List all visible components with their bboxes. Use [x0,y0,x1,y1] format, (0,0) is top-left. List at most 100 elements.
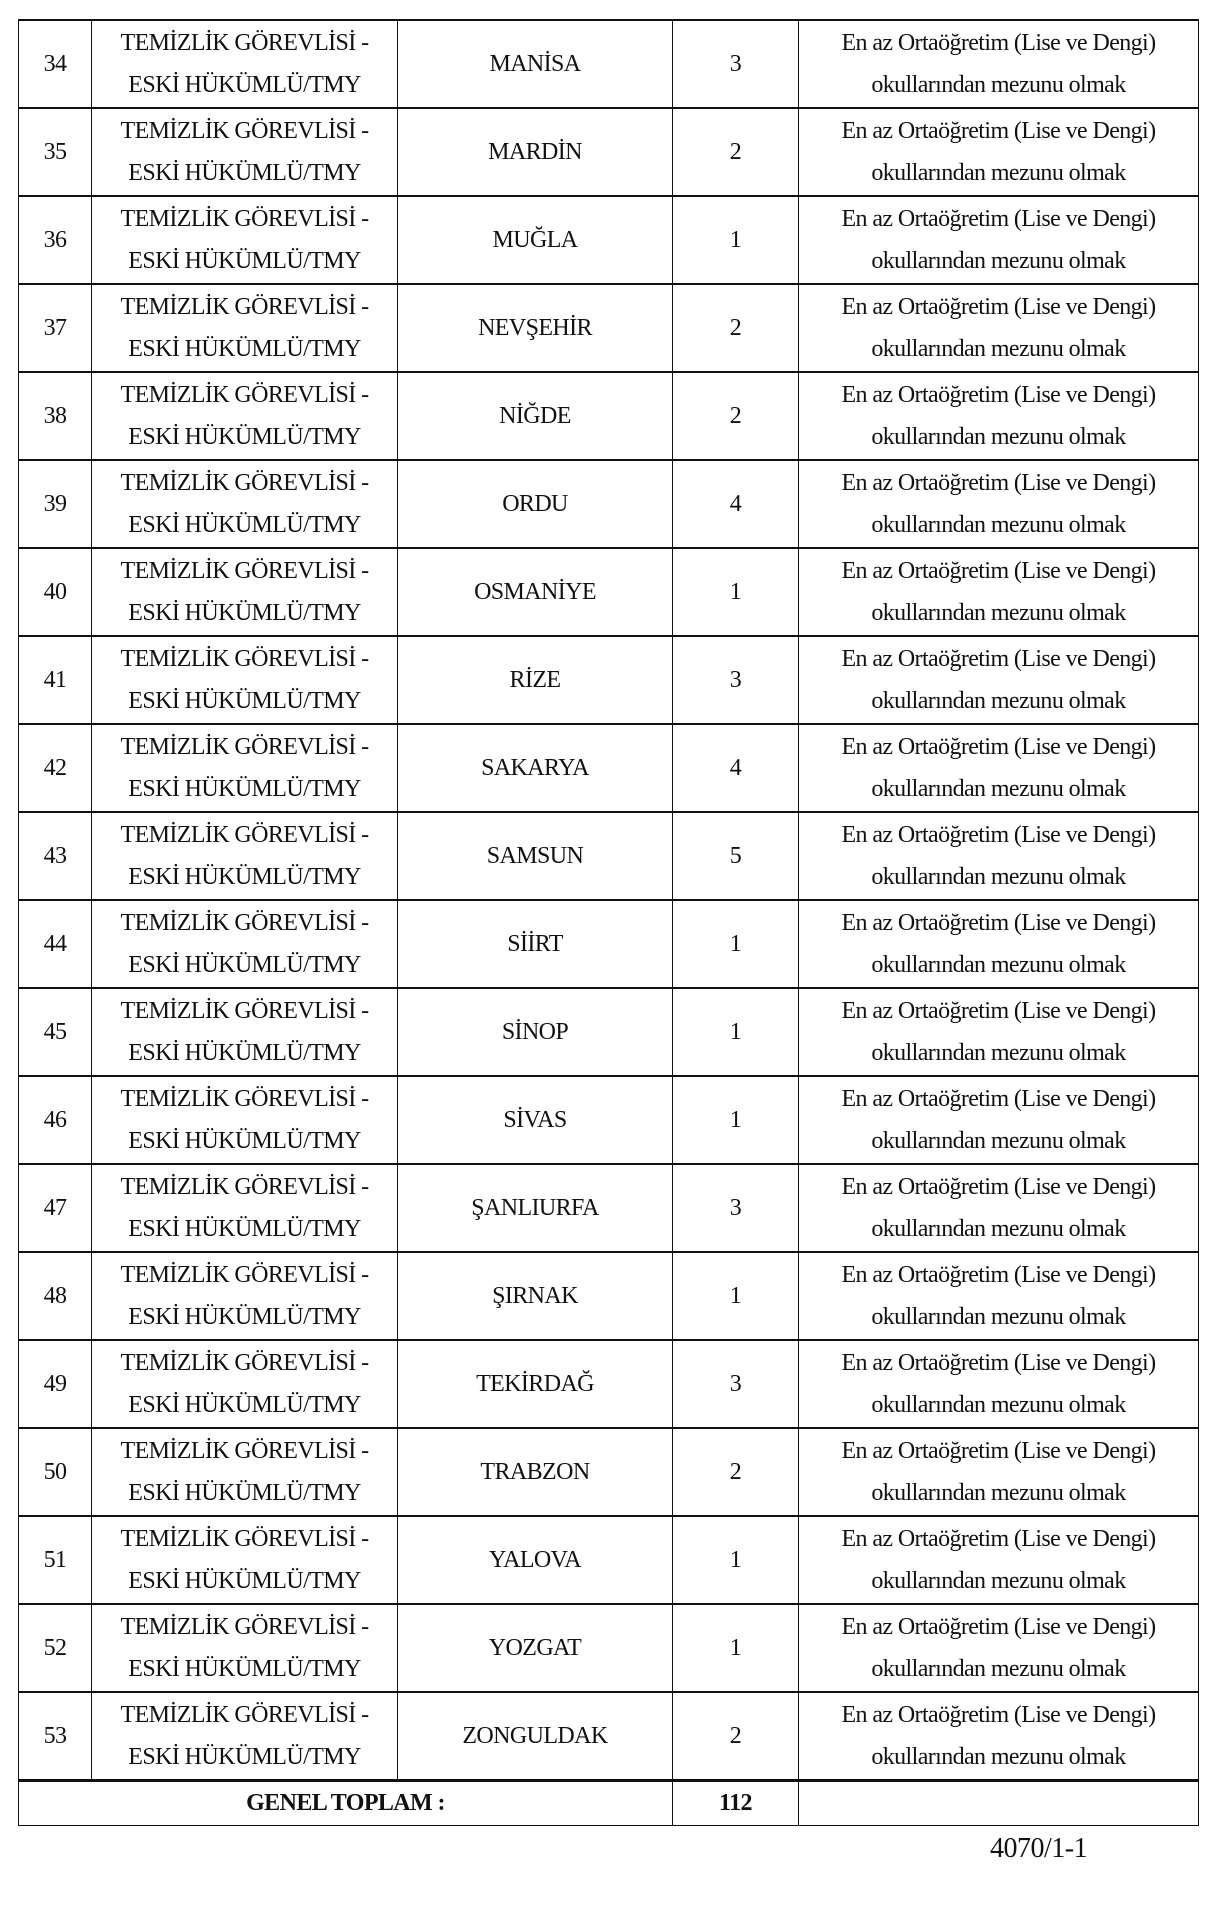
position-title: TEMİZLİK GÖREVLİSİ - ESKİ HÜKÜMLÜ/TMY [91,1427,398,1517]
page-number: 4070/1-1 [990,1833,1088,1864]
count-line: 1 [729,1635,742,1661]
total-label: GENEL TOPLAM : [18,1780,673,1826]
position-title-line: TEMİZLİK GÖREVLİSİ - [120,1438,370,1464]
row-number: 52 [18,1603,92,1693]
row-number-line: 49 [43,1371,67,1397]
count: 5 [672,811,799,901]
table-row: 47 TEMİZLİK GÖREVLİSİ - ESKİ HÜKÜMLÜ/TMY ŞA… [18,1163,1199,1253]
province: SİİRT [397,899,673,989]
count: 2 [672,1427,799,1517]
row-number-line: 52 [43,1635,67,1661]
table-row: 45 TEMİZLİK GÖREVLİSİ - ESKİ HÜKÜMLÜ/TMY Sİ… [18,987,1199,1077]
position-title-line: TEMİZLİK GÖREVLİSİ - [120,118,370,144]
requirement-line: En az Ortaöğretim (Lise ve Dengi) [841,1350,1156,1376]
position-title-line: ESKİ HÜKÜMLÜ/TMY [128,776,361,802]
position-title-line: ESKİ HÜKÜMLÜ/TMY [128,1656,361,1682]
position-title-line: TEMİZLİK GÖREVLİSİ - [120,558,370,584]
requirement-line: En az Ortaöğretim (Lise ve Dengi) [841,470,1156,496]
row-number: 38 [18,371,92,461]
requirement-line: okullarından mezunu olmak [871,1304,1126,1330]
province: ŞIRNAK [397,1251,673,1341]
requirement-line: okullarından mezunu olmak [871,1040,1126,1066]
requirement-line: En az Ortaöğretim (Lise ve Dengi) [841,1438,1156,1464]
row-number-line: 38 [43,403,67,429]
row-number-line: 46 [43,1107,67,1133]
requirement-line: En az Ortaöğretim (Lise ve Dengi) [841,1526,1156,1552]
province: MARDİN [397,107,673,197]
row-number-line: 41 [43,667,67,693]
table-row: 50 TEMİZLİK GÖREVLİSİ - ESKİ HÜKÜMLÜ/TMY TR… [18,1427,1199,1517]
row-number-line: 51 [43,1547,67,1573]
position-title-line: ESKİ HÜKÜMLÜ/TMY [128,952,361,978]
row-number: 46 [18,1075,92,1165]
position-title-line: TEMİZLİK GÖREVLİSİ - [120,1526,370,1552]
position-title-line: ESKİ HÜKÜMLÜ/TMY [128,1040,361,1066]
row-number-line: 43 [43,843,67,869]
row-number: 42 [18,723,92,813]
requirement: En az Ortaöğretim (Lise ve Dengi) okullar… [798,1691,1199,1781]
requirement-line: En az Ortaöğretim (Lise ve Dengi) [841,1174,1156,1200]
row-number-line: 37 [43,315,67,341]
row-number: 48 [18,1251,92,1341]
position-title-line: ESKİ HÜKÜMLÜ/TMY [128,160,361,186]
requirement: En az Ortaöğretim (Lise ve Dengi) okullar… [798,1075,1199,1165]
province-line: SİİRT [507,931,563,957]
province-line: TEKİRDAĞ [476,1371,594,1397]
province: ŞANLIURFA [397,1163,673,1253]
requirement-line: okullarından mezunu olmak [871,336,1126,362]
requirement: En az Ortaöğretim (Lise ve Dengi) okullar… [798,1339,1199,1429]
table-row: 34 TEMİZLİK GÖREVLİSİ - ESKİ HÜKÜMLÜ/TMY MA… [18,19,1199,109]
table-row: 48 TEMİZLİK GÖREVLİSİ - ESKİ HÜKÜMLÜ/TMY ŞI… [18,1251,1199,1341]
requirement-line: okullarından mezunu olmak [871,1656,1126,1682]
province: NİĞDE [397,371,673,461]
count: 4 [672,459,799,549]
count: 1 [672,1251,799,1341]
position-title-line: ESKİ HÜKÜMLÜ/TMY [128,1128,361,1154]
requirement: En az Ortaöğretim (Lise ve Dengi) okullar… [798,1603,1199,1693]
count: 1 [672,1515,799,1605]
position-title: TEMİZLİK GÖREVLİSİ - ESKİ HÜKÜMLÜ/TMY [91,1163,398,1253]
count: 4 [672,723,799,813]
position-title-line: ESKİ HÜKÜMLÜ/TMY [128,1568,361,1594]
row-number: 43 [18,811,92,901]
position-title-line: TEMİZLİK GÖREVLİSİ - [120,1350,370,1376]
province: SİVAS [397,1075,673,1165]
province-line: SAMSUN [486,843,584,869]
requirement-line: En az Ortaöğretim (Lise ve Dengi) [841,1702,1156,1728]
count: 1 [672,195,799,285]
count-line: 5 [729,843,742,869]
position-title-line: ESKİ HÜKÜMLÜ/TMY [128,1216,361,1242]
count-line: 1 [729,1283,742,1309]
requirement-line: En az Ortaöğretim (Lise ve Dengi) [841,646,1156,672]
position-title: TEMİZLİK GÖREVLİSİ - ESKİ HÜKÜMLÜ/TMY [91,811,398,901]
positions-table: 34 TEMİZLİK GÖREVLİSİ - ESKİ HÜKÜMLÜ/TMY MA… [18,19,1199,1826]
table-row: 43 TEMİZLİK GÖREVLİSİ - ESKİ HÜKÜMLÜ/TMY SA… [18,811,1199,901]
row-number-line: 36 [43,227,67,253]
requirement-line: En az Ortaöğretim (Lise ve Dengi) [841,1086,1156,1112]
position-title-line: ESKİ HÜKÜMLÜ/TMY [128,600,361,626]
table-row: 49 TEMİZLİK GÖREVLİSİ - ESKİ HÜKÜMLÜ/TMY TE… [18,1339,1199,1429]
requirement-line: En az Ortaöğretim (Lise ve Dengi) [841,30,1156,56]
count: 2 [672,371,799,461]
province-line: MUĞLA [492,227,579,253]
row-number-line: 35 [43,139,67,165]
requirement-line: En az Ortaöğretim (Lise ve Dengi) [841,734,1156,760]
total-row: GENEL TOPLAM : 112 [18,1780,1199,1826]
province: SAMSUN [397,811,673,901]
province-line: TRABZON [480,1459,590,1485]
province-line: SİVAS [503,1107,567,1133]
position-title-line: ESKİ HÜKÜMLÜ/TMY [128,1744,361,1770]
province: YALOVA [397,1515,673,1605]
position-title-line: TEMİZLİK GÖREVLİSİ - [120,1262,370,1288]
count: 1 [672,899,799,989]
province: RİZE [397,635,673,725]
position-title-line: TEMİZLİK GÖREVLİSİ - [120,1086,370,1112]
position-title-line: ESKİ HÜKÜMLÜ/TMY [128,336,361,362]
count-line: 1 [729,1019,742,1045]
requirement-line: okullarından mezunu olmak [871,952,1126,978]
row-number: 37 [18,283,92,373]
position-title-line: TEMİZLİK GÖREVLİSİ - [120,998,370,1024]
requirement-line: okullarından mezunu olmak [871,1568,1126,1594]
position-title-line: ESKİ HÜKÜMLÜ/TMY [128,1480,361,1506]
count-line: 1 [729,227,742,253]
